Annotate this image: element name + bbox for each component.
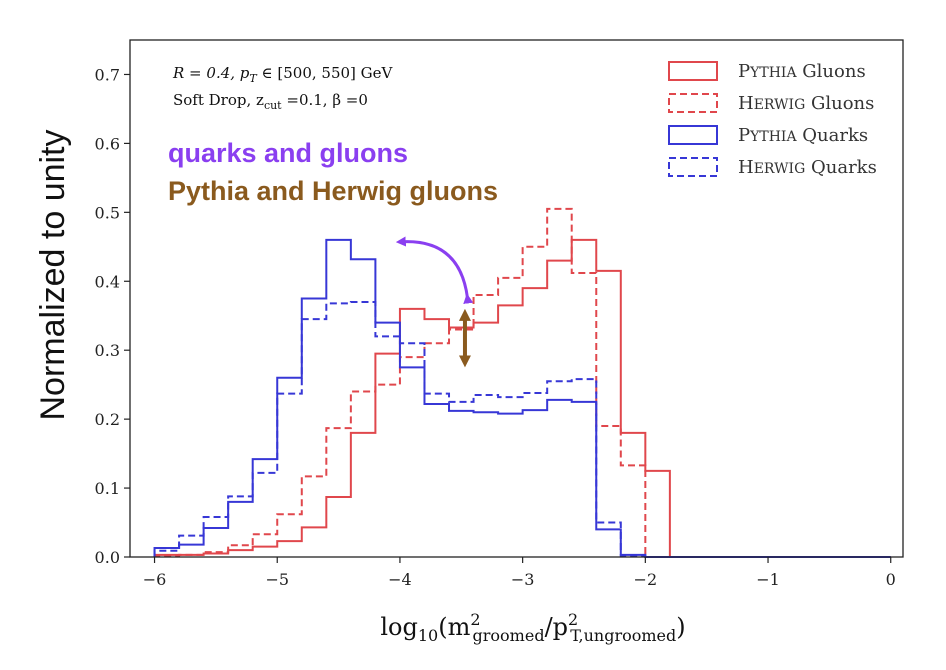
series-line-0	[153, 238, 891, 558]
legend-swatch-2	[668, 125, 718, 145]
y-tick-label-2: 0.2	[95, 410, 120, 429]
param-line-1: R = 0.4, pT ∈ [500, 550] GeV	[172, 64, 394, 85]
legend-swatch-0	[668, 61, 718, 81]
x-tick-label-6: 0	[886, 570, 896, 589]
plot-frame	[129, 39, 904, 558]
x-tick-label-5: −1	[756, 570, 780, 589]
series-line-3	[153, 300, 891, 558]
x-tick-label-2: −4	[388, 570, 412, 589]
x-axis-label: log10(m2 groomed/p2 T,ungroomed)	[380, 610, 685, 645]
x-tick-label-1: −5	[265, 570, 289, 589]
y-tick-label-4: 0.4	[95, 272, 120, 291]
y-tick-label-5: 0.5	[95, 203, 120, 222]
annotation-pythia-herwig: Pythia and Herwig gluons	[168, 176, 498, 206]
y-tick-label-1: 0.1	[95, 479, 120, 498]
y-tick-label-6: 0.6	[95, 134, 120, 153]
x-tick-label-3: −3	[511, 570, 535, 589]
x-tick-label-0: −6	[143, 570, 167, 589]
legend: PYTHIA Gluons HERWIG Gluons PYTHIA Quarks H…	[668, 61, 877, 178]
legend-label-0: PYTHIA Gluons	[738, 61, 866, 82]
series-line-1	[153, 207, 891, 558]
y-tick-label-3: 0.3	[95, 341, 120, 360]
x-tick-label-4: −2	[634, 570, 658, 589]
series-layer	[153, 207, 891, 558]
legend-swatch-1	[668, 93, 718, 113]
curved-arrow	[395, 236, 474, 305]
y-tick-label-7: 0.7	[95, 65, 120, 84]
legend-label-1: HERWIG Gluons	[738, 93, 874, 114]
axes-layer: −6 −5 −4 −3 −2 −1 0 0.0 0.1 0.2 0.3 0.4 0.5 0.6 0.7	[95, 39, 904, 589]
arrow-layer	[395, 236, 474, 368]
param-line-2: Soft Drop, zcut =0.1, β =0	[173, 91, 368, 112]
legend-label-2: PYTHIA Quarks	[738, 125, 868, 146]
legend-swatch-3	[668, 157, 718, 177]
y-tick-label-0: 0.0	[95, 548, 120, 567]
annotation-quarks-gluons: quarks and gluons	[168, 138, 408, 168]
legend-label-3: HERWIG Quarks	[738, 157, 877, 178]
y-axis-label: Normalized to unity	[34, 129, 72, 420]
